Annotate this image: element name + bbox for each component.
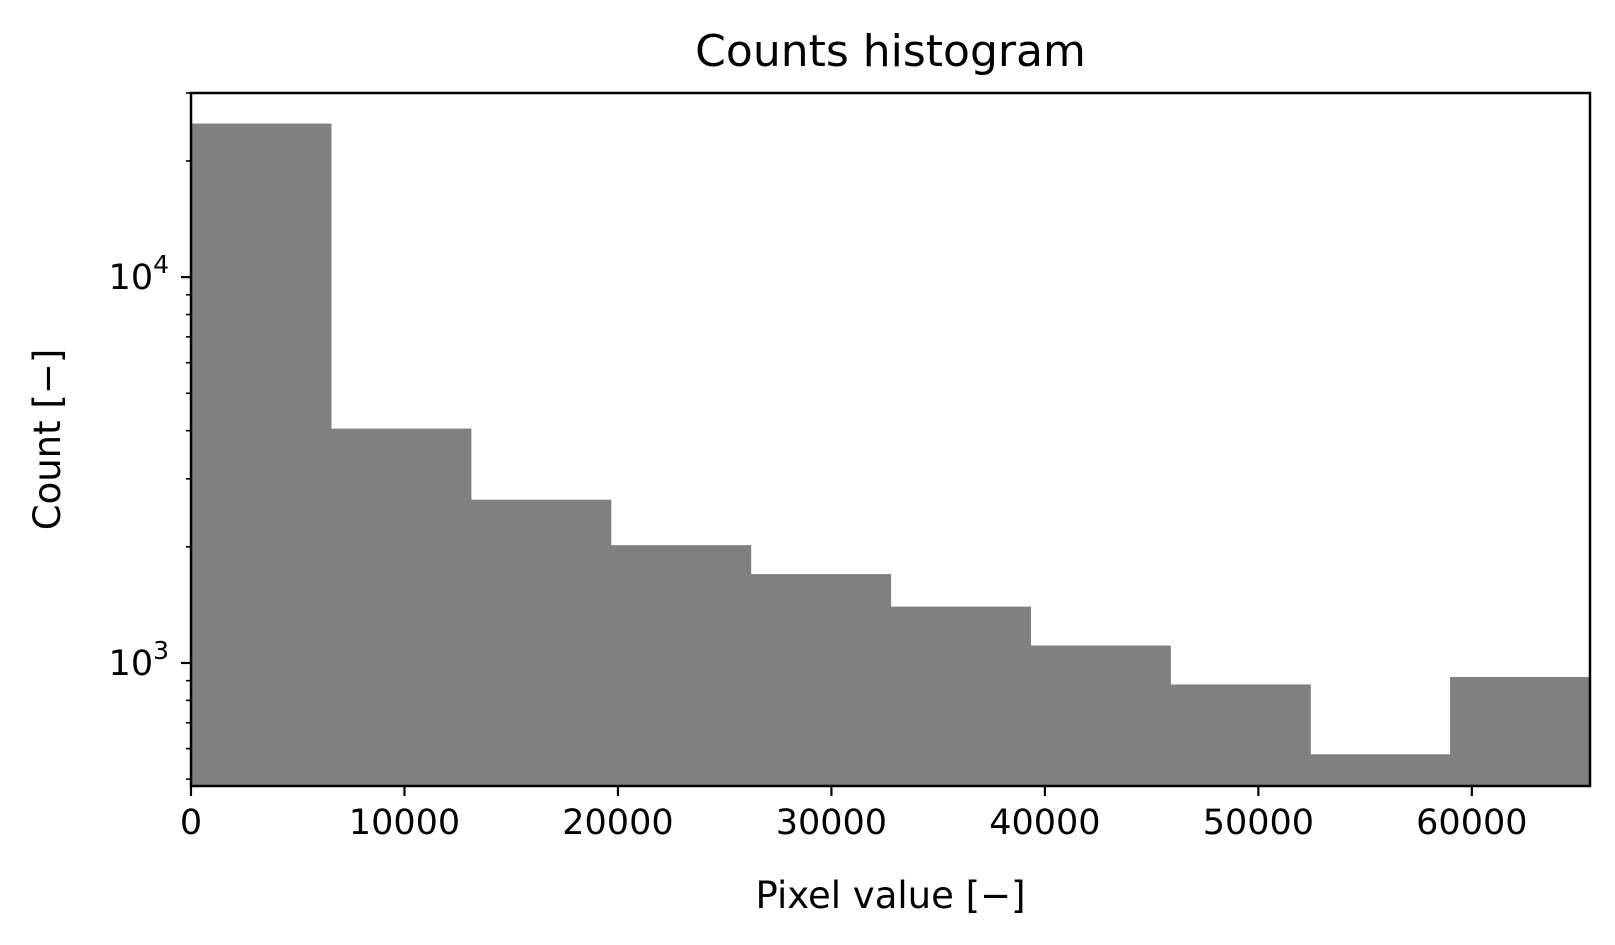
histogram-bar-8 — [1170, 684, 1311, 786]
y-axis-ticks: 103 104 — [109, 92, 191, 780]
histogram-bar-2 — [330, 428, 472, 786]
histogram-bar-6 — [890, 606, 1031, 786]
x-tick-label: 20000 — [562, 803, 673, 843]
x-tick-label: 40000 — [989, 803, 1100, 843]
histogram-bar-7 — [1030, 645, 1171, 786]
plot-frame — [189, 91, 1592, 788]
histogram-bar-5 — [750, 574, 892, 786]
x-tick-label: 60000 — [1416, 803, 1527, 843]
histogram-bar-10 — [1450, 676, 1591, 786]
x-tick-label: 0 — [180, 803, 202, 843]
x-axis-ticks: 0 10000 20000 30000 40000 50000 60000 — [180, 786, 1528, 843]
x-tick-label: 30000 — [776, 803, 887, 843]
x-tick-label: 50000 — [1203, 803, 1314, 843]
histogram-bar-3 — [470, 499, 612, 786]
histogram-bar-4 — [610, 545, 752, 786]
histogram-bar-1 — [191, 123, 332, 787]
x-axis-label: Pixel value [−] — [755, 874, 1025, 917]
y-axis-label: Count [−] — [26, 349, 69, 531]
histogram-bar-9 — [1310, 754, 1451, 786]
y-tick-label: 104 — [109, 250, 169, 298]
chart-title: Counts histogram — [695, 26, 1086, 77]
bars-group — [191, 123, 1591, 787]
y-tick-label: 103 — [109, 636, 169, 684]
x-tick-label: 10000 — [349, 803, 460, 843]
